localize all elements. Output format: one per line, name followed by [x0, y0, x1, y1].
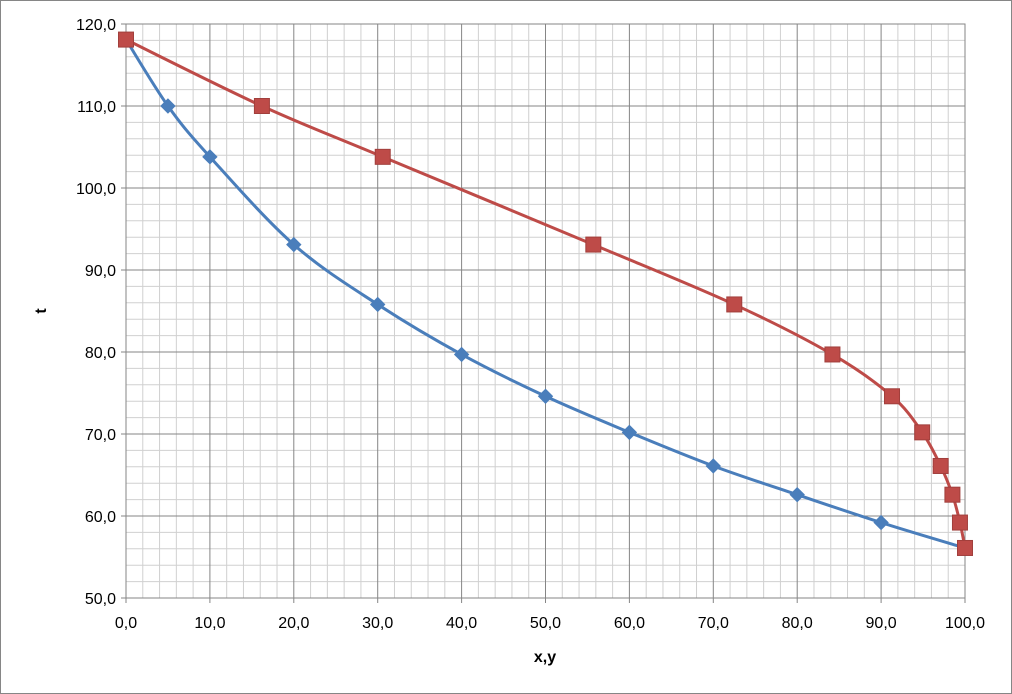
data-point-diamond: [286, 236, 302, 253]
data-point-diamond: [789, 486, 805, 503]
data-point-square: [884, 388, 901, 405]
series-2: [118, 31, 973, 556]
x-tick-label: 100,0: [945, 615, 985, 632]
x-tick-label: 0,0: [115, 615, 137, 632]
data-point-square: [726, 296, 743, 313]
x-tick-label: 50,0: [530, 615, 561, 632]
x-axis-title: x,y: [534, 649, 556, 666]
data-point-square: [957, 539, 973, 556]
data-point-diamond: [202, 149, 218, 165]
y-tick-label: 90,0: [85, 263, 116, 280]
data-point-diamond: [621, 424, 638, 441]
data-point-square: [824, 346, 841, 363]
data-point-diamond: [369, 296, 386, 313]
x-axis-ticks: 0,0 10,0 20,0 30,0 40,0 50,0 60,0 70,0 80,0 90,0 1…: [115, 598, 985, 632]
y-tick-label: 80,0: [85, 345, 116, 362]
x-tick-label: 10,0: [194, 615, 225, 632]
data-point-square: [253, 98, 270, 114]
x-tick-label: 20,0: [278, 615, 309, 632]
series-1: [118, 31, 973, 556]
data-point-diamond: [705, 458, 722, 474]
y-axis-ticks: 50,0 60,0 70,0 80,0 90,0 100,0 110,0 120,0: [76, 17, 126, 608]
minor-gridlines: [126, 24, 965, 598]
data-point-square: [118, 31, 134, 48]
data-point-square: [914, 424, 931, 441]
data-point-diamond: [537, 388, 554, 404]
y-tick-label: 100,0: [76, 181, 116, 198]
x-tick-label: 70,0: [698, 615, 729, 632]
x-tick-label: 60,0: [614, 615, 645, 632]
y-tick-label: 110,0: [77, 99, 116, 116]
y-tick-label: 70,0: [85, 427, 116, 444]
y-tick-label: 60,0: [85, 509, 116, 526]
data-point-square: [944, 486, 961, 503]
data-point-diamond: [453, 346, 470, 363]
data-point-square: [374, 148, 391, 165]
x-tick-label: 40,0: [446, 615, 477, 632]
data-point-diamond: [160, 98, 176, 114]
data-point-square: [932, 457, 949, 474]
y-tick-label: 50,0: [85, 591, 116, 608]
y-tick-label: 120,0: [76, 17, 116, 34]
y-axis-title: t: [33, 308, 50, 314]
x-tick-label: 90,0: [866, 615, 897, 632]
series-layer: [118, 31, 973, 556]
x-tick-label: 80,0: [782, 615, 813, 632]
data-point-diamond: [873, 514, 889, 531]
data-point-square: [951, 514, 968, 531]
data-point-square: [585, 236, 602, 253]
x-tick-label: 30,0: [362, 615, 393, 632]
